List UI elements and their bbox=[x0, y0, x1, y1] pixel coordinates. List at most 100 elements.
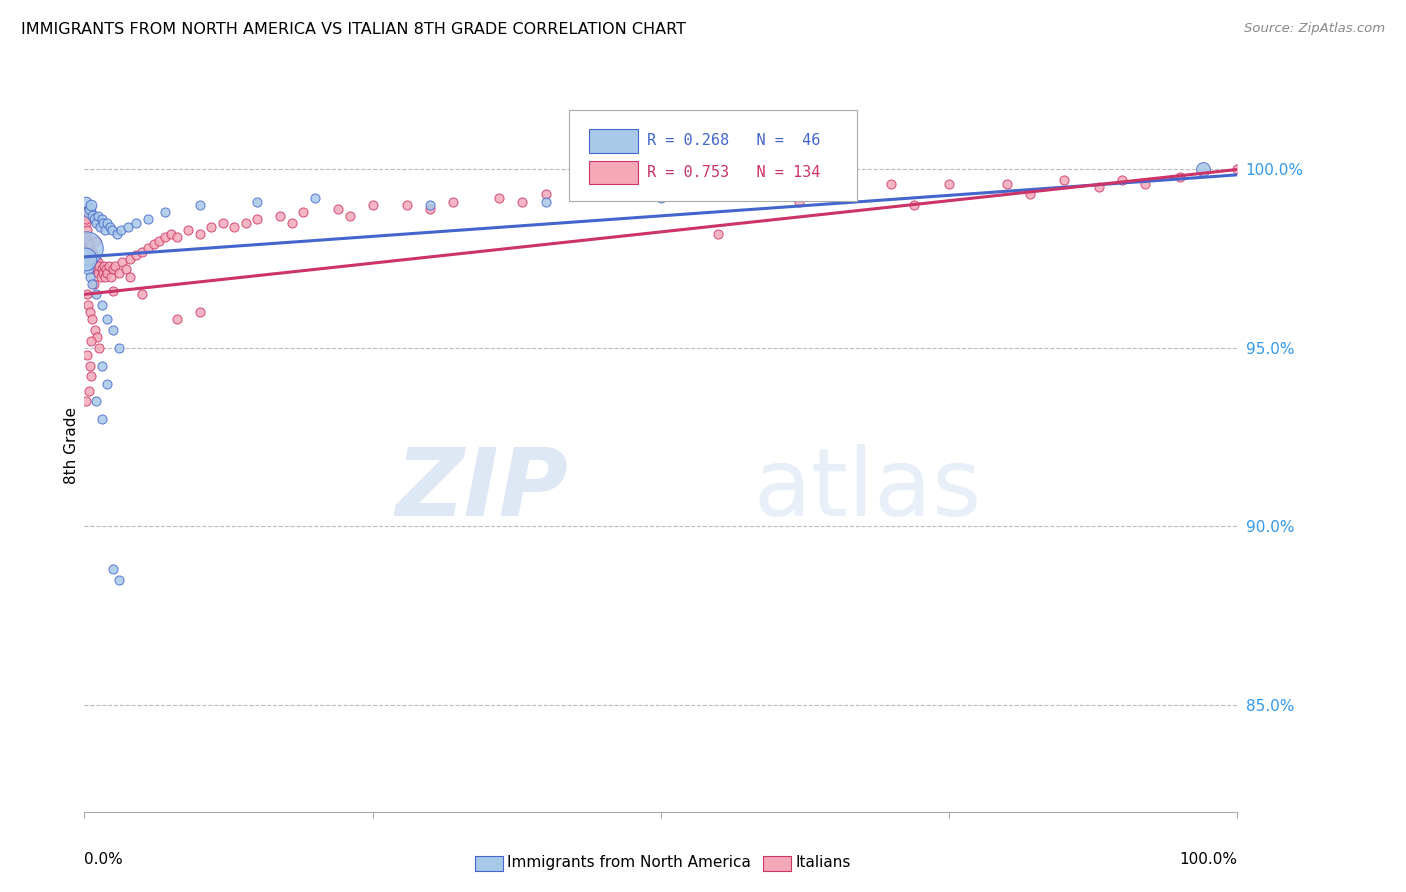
Point bbox=[160, 227, 183, 241]
FancyBboxPatch shape bbox=[763, 856, 792, 871]
Point bbox=[1053, 173, 1076, 187]
Point bbox=[83, 212, 105, 227]
Point bbox=[93, 259, 115, 273]
Point bbox=[82, 209, 104, 223]
Point bbox=[75, 241, 97, 255]
Point bbox=[1111, 173, 1133, 187]
Point bbox=[86, 252, 108, 266]
Point bbox=[765, 180, 787, 194]
Point bbox=[269, 209, 291, 223]
Point bbox=[75, 194, 97, 209]
Point bbox=[153, 230, 176, 244]
Point bbox=[292, 205, 315, 219]
Point bbox=[131, 244, 153, 259]
Point bbox=[90, 262, 112, 277]
Point bbox=[77, 384, 100, 398]
Point bbox=[100, 269, 122, 284]
Point bbox=[77, 298, 100, 312]
Point bbox=[396, 198, 419, 212]
Text: Source: ZipAtlas.com: Source: ZipAtlas.com bbox=[1244, 22, 1385, 36]
Point bbox=[1168, 169, 1191, 184]
Point bbox=[73, 252, 96, 266]
Point bbox=[787, 194, 810, 209]
Point bbox=[84, 287, 107, 301]
Point bbox=[75, 212, 97, 227]
Point bbox=[80, 248, 103, 262]
Point bbox=[592, 187, 614, 202]
Point bbox=[76, 230, 98, 244]
Text: 100.0%: 100.0% bbox=[1180, 852, 1237, 867]
Point bbox=[1226, 162, 1249, 177]
Point bbox=[441, 194, 464, 209]
Point bbox=[82, 277, 104, 291]
Point bbox=[627, 187, 650, 202]
Point bbox=[76, 223, 98, 237]
Point bbox=[120, 269, 142, 284]
Point bbox=[93, 216, 115, 230]
Point bbox=[995, 177, 1018, 191]
Point bbox=[87, 266, 110, 280]
Y-axis label: 8th Grade: 8th Grade bbox=[63, 408, 79, 484]
Point bbox=[79, 202, 101, 216]
Point bbox=[188, 305, 211, 319]
FancyBboxPatch shape bbox=[475, 856, 503, 871]
Point bbox=[98, 219, 121, 234]
Point bbox=[87, 209, 110, 223]
Point bbox=[103, 284, 124, 298]
Point bbox=[90, 412, 112, 426]
Point bbox=[304, 191, 326, 205]
Point bbox=[361, 198, 384, 212]
Point bbox=[77, 241, 100, 255]
Point bbox=[166, 312, 188, 326]
Text: Immigrants from North America: Immigrants from North America bbox=[508, 855, 751, 871]
Point bbox=[84, 255, 107, 269]
Point bbox=[82, 248, 104, 262]
Point bbox=[1133, 177, 1156, 191]
Point bbox=[512, 194, 534, 209]
Point bbox=[83, 252, 105, 266]
Point bbox=[707, 227, 730, 241]
Point bbox=[108, 266, 131, 280]
Point bbox=[75, 216, 97, 230]
Text: atlas: atlas bbox=[754, 444, 981, 536]
Point bbox=[79, 244, 101, 259]
Point bbox=[94, 269, 117, 284]
Point bbox=[94, 223, 117, 237]
Point bbox=[281, 216, 304, 230]
Point bbox=[117, 219, 139, 234]
Point bbox=[86, 262, 108, 277]
Point bbox=[96, 312, 118, 326]
FancyBboxPatch shape bbox=[589, 161, 638, 184]
Point bbox=[82, 255, 104, 269]
Point bbox=[765, 187, 787, 202]
Point bbox=[111, 255, 134, 269]
Point bbox=[76, 205, 98, 219]
Point bbox=[339, 209, 361, 223]
Point bbox=[84, 234, 107, 248]
Point bbox=[131, 287, 153, 301]
Point bbox=[326, 202, 349, 216]
Text: R = 0.268   N =  46: R = 0.268 N = 46 bbox=[647, 134, 820, 148]
Point bbox=[83, 277, 105, 291]
Point bbox=[534, 194, 557, 209]
Point bbox=[136, 212, 159, 227]
Point bbox=[97, 259, 120, 273]
Point bbox=[90, 212, 112, 227]
Point bbox=[82, 312, 104, 326]
Point bbox=[76, 348, 98, 362]
Point bbox=[101, 223, 124, 237]
Point bbox=[96, 262, 118, 277]
Point bbox=[84, 259, 107, 273]
Point bbox=[188, 198, 211, 212]
Point bbox=[177, 223, 200, 237]
Point bbox=[77, 234, 100, 248]
Point bbox=[79, 269, 101, 284]
Point bbox=[83, 262, 105, 277]
Point bbox=[80, 252, 103, 266]
Point bbox=[80, 369, 103, 384]
Point bbox=[823, 180, 845, 194]
Point bbox=[650, 184, 672, 198]
Point bbox=[419, 202, 441, 216]
Point bbox=[125, 216, 148, 230]
Point bbox=[80, 244, 103, 259]
